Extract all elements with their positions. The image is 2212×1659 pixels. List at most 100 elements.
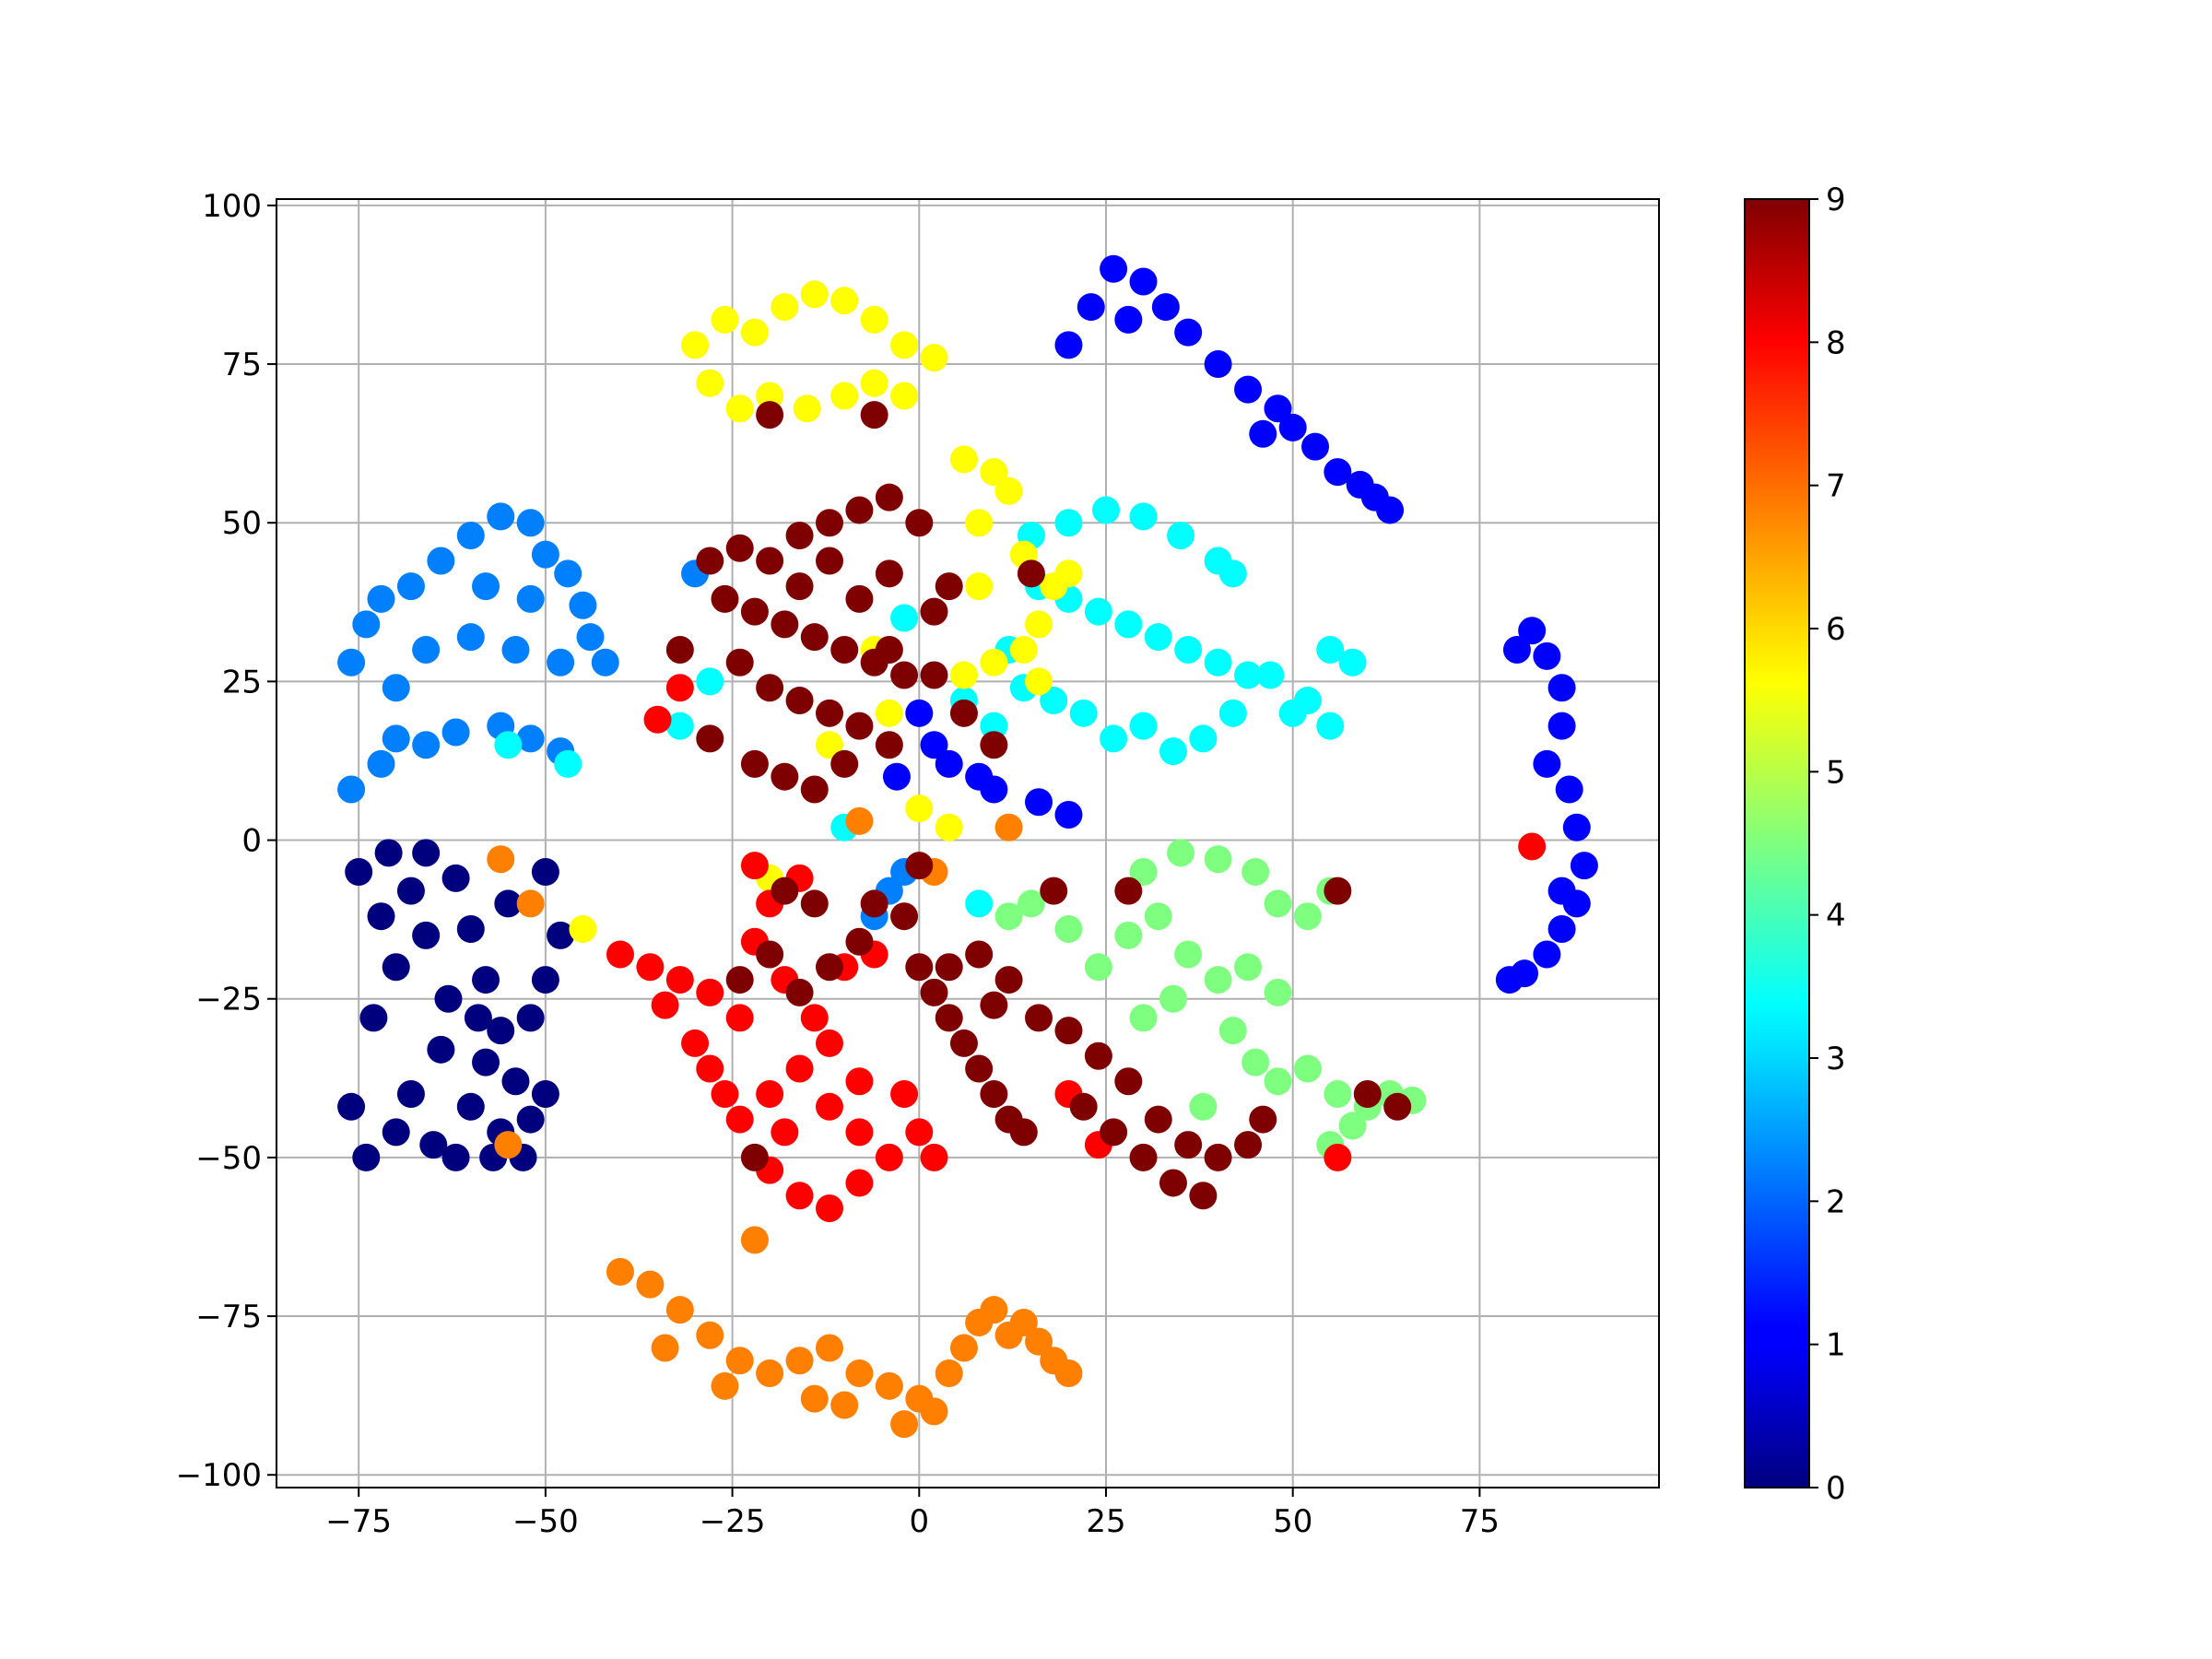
colorbar-tick-label: 1 xyxy=(1826,1327,1846,1364)
scatter-point-class-6 xyxy=(890,1410,919,1439)
scatter-point-class-7 xyxy=(651,991,679,1019)
scatter-point-class-9 xyxy=(1114,877,1143,905)
scatter-point-class-6 xyxy=(740,1226,769,1254)
scatter-point-class-9 xyxy=(920,661,948,689)
scatter-point-class-2 xyxy=(516,509,545,537)
scatter-point-class-1 xyxy=(1249,419,1277,448)
x-tick-label: 25 xyxy=(1086,1503,1125,1540)
scatter-point-class-3 xyxy=(1189,724,1218,753)
scatter-point-class-0 xyxy=(547,921,575,949)
scatter-point-class-1 xyxy=(1100,254,1128,283)
scatter-point-class-6 xyxy=(830,1391,859,1419)
scatter-point-class-2 xyxy=(367,584,395,613)
scatter-point-class-8 xyxy=(1017,559,1045,588)
scatter-point-class-5 xyxy=(1025,610,1053,639)
scatter-point-class-3 xyxy=(1069,699,1098,727)
scatter-point-class-9 xyxy=(1189,1182,1218,1210)
scatter-point-class-9 xyxy=(725,966,754,994)
scatter-point-class-2 xyxy=(427,547,455,575)
scatter-point-class-0 xyxy=(434,984,463,1013)
scatter-point-class-2 xyxy=(337,775,366,804)
scatter-point-class-2 xyxy=(352,610,381,639)
plot-area xyxy=(276,199,1659,1488)
scatter-point-class-4 xyxy=(1189,1092,1218,1121)
scatter-point-class-1 xyxy=(1547,712,1576,740)
colorbar-tick-label: 0 xyxy=(1826,1470,1846,1507)
scatter-point-class-9 xyxy=(1383,1092,1412,1121)
scatter-point-class-0 xyxy=(456,914,485,943)
scatter-point-class-2 xyxy=(547,648,575,677)
scatter-point-class-1 xyxy=(1562,813,1591,841)
scatter-point-class-2 xyxy=(441,718,470,747)
scatter-point-class-5 xyxy=(994,477,1023,505)
scatter-point-class-2 xyxy=(531,540,559,569)
scatter-point-class-1 xyxy=(905,699,934,727)
scatter-point-class-7 xyxy=(696,1054,724,1083)
scatter-point-class-6 xyxy=(1025,1327,1053,1356)
scatter-point-class-6 xyxy=(949,1334,978,1362)
scatter-point-class-8 xyxy=(920,597,948,626)
scatter-point-class-8 xyxy=(800,623,829,652)
scatter-point-class-1 xyxy=(1495,966,1524,994)
scatter-point-class-9 xyxy=(1353,1080,1382,1109)
scatter-point-class-4 xyxy=(1204,845,1232,874)
scatter-point-class-8 xyxy=(890,661,919,689)
scatter-point-class-1 xyxy=(1151,293,1180,322)
scatter-point-class-1 xyxy=(1547,674,1576,702)
scatter-point-class-0 xyxy=(419,1131,448,1159)
scatter-points xyxy=(337,254,1598,1439)
scatter-point-class-1 xyxy=(1278,413,1307,441)
scatter-point-class-7 xyxy=(665,674,694,702)
scatter-point-class-5 xyxy=(980,458,1008,487)
scatter-point-class-8 xyxy=(725,648,754,677)
plot-frame xyxy=(276,198,1660,1488)
scatter-point-class-6 xyxy=(785,1347,814,1375)
scatter-point-class-5 xyxy=(800,280,829,309)
scatter-point-class-6 xyxy=(516,889,545,918)
scatter-point-class-8 xyxy=(756,401,784,429)
scatter-point-class-8 xyxy=(860,401,888,429)
scatter-point-class-1 xyxy=(1264,394,1292,423)
scatter-point-class-1 xyxy=(1234,375,1263,404)
scatter-point-class-3 xyxy=(554,749,582,778)
scatter-point-class-3 xyxy=(1084,597,1112,626)
scatter-point-class-8 xyxy=(845,712,874,740)
scatter-point-class-8 xyxy=(845,496,874,524)
scatter-point-class-2 xyxy=(382,674,410,702)
scatter-point-class-8 xyxy=(785,687,814,715)
scatter-point-class-7 xyxy=(1324,1143,1352,1171)
scatter-point-class-9 xyxy=(1009,1118,1038,1147)
scatter-point-class-7 xyxy=(845,1118,874,1147)
scatter-point-class-5 xyxy=(920,344,948,372)
scatter-point-class-8 xyxy=(816,509,843,537)
scatter-point-class-0 xyxy=(359,1004,388,1032)
scatter-point-class-3 xyxy=(1316,712,1345,740)
x-axis: −75 −50 −25 0 25 50 75 xyxy=(325,1488,1500,1540)
x-tick-label: −75 xyxy=(325,1503,392,1540)
scatter-point-class-3 xyxy=(1234,661,1263,689)
scatter-point-class-1 xyxy=(1129,267,1158,296)
colorbar-tick-label: 4 xyxy=(1826,898,1846,935)
scatter-point-class-1 xyxy=(1077,293,1105,322)
scatter-point-class-6 xyxy=(487,845,515,874)
scatter-point-class-4 xyxy=(1241,857,1270,886)
scatter-point-class-4 xyxy=(1114,921,1143,949)
scatter-point-class-8 xyxy=(875,731,903,759)
scatter-point-class-7 xyxy=(756,1080,784,1109)
scatter-point-class-5 xyxy=(860,305,888,334)
scatter-point-class-4 xyxy=(1293,902,1322,931)
scatter-point-class-5 xyxy=(830,287,859,315)
colorbar xyxy=(1744,198,1810,1488)
scatter-point-class-9 xyxy=(785,978,814,1006)
scatter-point-class-1 xyxy=(1547,877,1576,905)
scatter-point-class-6 xyxy=(494,1131,523,1159)
x-tick-label: 75 xyxy=(1460,1503,1500,1540)
scatter-point-class-0 xyxy=(396,877,425,905)
scatter-point-class-3 xyxy=(1159,737,1187,766)
scatter-point-class-7 xyxy=(890,1080,919,1109)
y-tick-label: 50 xyxy=(222,505,262,542)
scatter-point-class-0 xyxy=(352,1143,381,1171)
scatter-point-class-6 xyxy=(935,1359,963,1388)
scatter-point-class-3 xyxy=(1316,635,1345,664)
